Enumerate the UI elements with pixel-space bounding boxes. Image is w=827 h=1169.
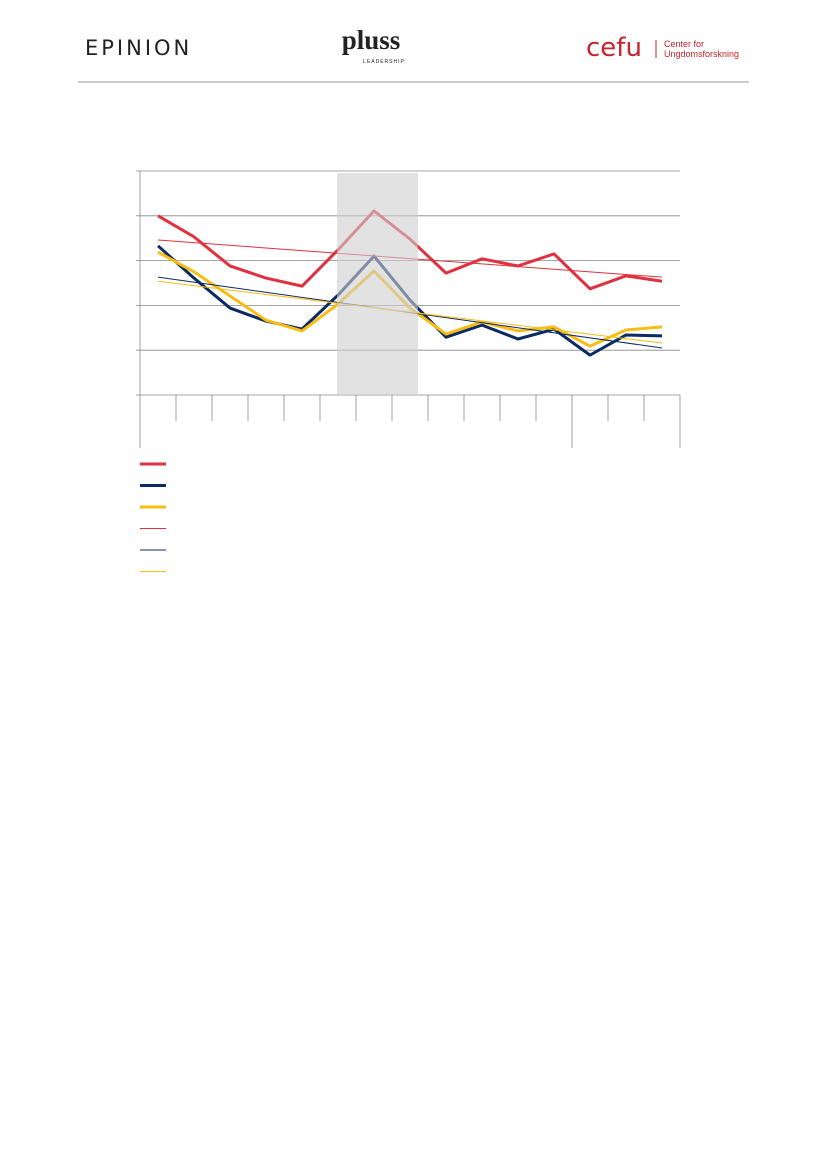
cefu-logo: cefu (586, 33, 642, 63)
cefu-text: Center for (664, 39, 704, 49)
pluss-sub: LEADERSHIP (363, 59, 405, 65)
highlight-band (337, 173, 418, 395)
pluss-logo: pluss (342, 25, 401, 55)
chart (136, 170, 681, 572)
epinion-logo: EPINION (85, 36, 192, 60)
cefu-text: Ungdomsforskning (664, 49, 739, 59)
